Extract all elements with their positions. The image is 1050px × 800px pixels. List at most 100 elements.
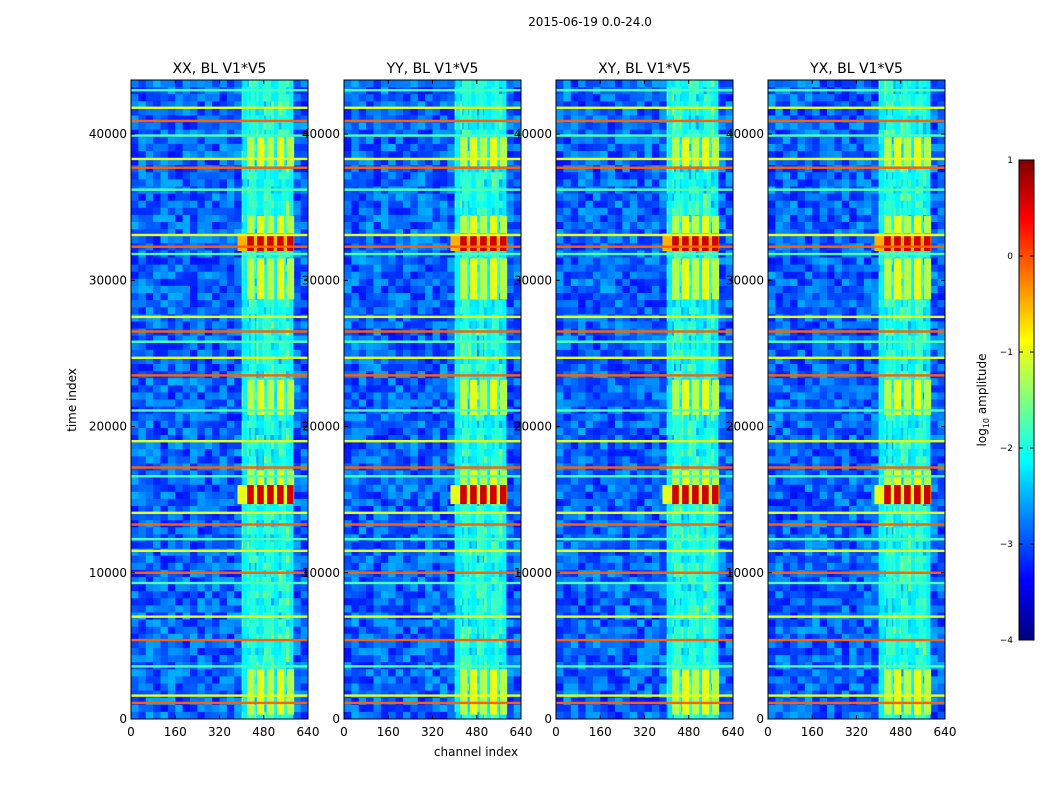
heatmap-cell [373,669,382,677]
heatmap-cell [403,598,411,606]
strong-block-cell [257,233,264,252]
heatmap-cell [131,293,139,301]
heatmap-cell [380,349,389,358]
heatmap-cell [358,385,367,393]
heatmap-cell [725,151,733,159]
heatmap-cell [410,151,419,159]
heatmap-cell [190,385,198,393]
flagged-row [344,252,521,256]
heatmap-cell [344,435,352,443]
heatmap-cell [637,179,645,187]
heatmap-cell [410,193,419,202]
heatmap-cell [425,200,433,209]
heatmap-cell [138,356,147,365]
heatmap-cell [131,151,139,159]
heatmap-cell [145,349,154,358]
heatmap-cell [219,179,228,187]
heatmap-cell [190,264,198,273]
heatmap-cell [219,427,228,436]
heatmap-cell [373,293,382,301]
heatmap-cell [513,683,521,692]
heatmap-cell [513,555,521,564]
heatmap-cell [358,584,367,592]
heatmap-cell [358,541,367,550]
flagged-row [131,409,308,412]
heatmap-cell [432,506,441,514]
heatmap-cell [380,506,389,514]
heatmap-cell [131,349,139,358]
heatmap-cell [131,648,139,656]
heatmap-cell [234,513,243,521]
heatmap-cell [417,115,426,124]
heatmap-cell [234,506,243,514]
heatmap-cell [432,101,441,109]
heatmap-cell [556,158,564,166]
heatmap-cell [344,683,352,692]
heatmap-cell [167,697,176,706]
heatmap-cell [293,605,302,613]
flagged-row [131,315,308,319]
heatmap-cell [513,236,521,244]
heatmap-cell [388,385,397,393]
heatmap-cell [570,122,579,131]
heatmap-cell [182,619,191,628]
heatmap-cell [167,122,176,131]
heatmap-cell [234,335,243,344]
amplitude-block [480,379,488,415]
heatmap-cell [167,626,176,635]
heatmap-cell [388,207,397,216]
heatmap-cell [190,165,198,173]
heatmap-cell [506,307,515,315]
heatmap-cell [718,122,727,131]
heatmap-cell [506,335,515,344]
amplitude-block [480,470,488,486]
heatmap-cell [651,200,660,209]
heatmap-cell [226,207,235,216]
heatmap-cell [425,711,433,719]
heatmap-cell [153,392,161,400]
heatmap-cell [131,165,139,173]
heatmap-cell [175,449,184,457]
heatmap-cell [145,591,154,599]
heatmap-cell [219,101,228,109]
heatmap-cell [366,342,374,351]
heatmap-cell [395,456,404,464]
heatmap-cell [506,619,515,628]
heatmap-cell [131,470,139,479]
heatmap-cell [145,307,154,315]
heatmap-cell [447,364,456,372]
heatmap-cell [403,200,411,209]
heatmap-cell [138,342,147,351]
heatmap-cell [388,115,397,124]
heatmap-cell [380,179,389,187]
heatmap-cell [432,527,441,535]
heatmap-cell [145,711,154,719]
heatmap-cell [300,236,308,244]
heatmap-cell [204,633,213,642]
heatmap-cell [380,491,389,500]
heatmap-cell [366,285,374,294]
heatmap-cell [432,136,441,145]
heatmap-cell [506,129,515,138]
heatmap-cell [447,704,456,713]
heatmap-cell [417,356,426,365]
heatmap-cell [395,222,404,230]
heatmap-cell [592,108,601,116]
heatmap-cell [395,278,404,287]
heatmap-cell [410,655,419,663]
heatmap-cell [425,676,433,684]
heatmap-cell [417,193,426,202]
heatmap-cell [447,335,456,344]
heatmap-cell [395,626,404,635]
heatmap-cell [637,151,645,159]
heatmap-cell [300,427,308,436]
heatmap-cell [219,392,228,400]
heatmap-cell [138,591,147,599]
heatmap-cell [138,548,147,557]
heatmap-cell [212,548,220,557]
heatmap-cell [190,541,198,550]
heatmap-cell [373,122,382,131]
heatmap-cell [380,697,389,706]
heatmap-cell [300,584,308,592]
x-tick-label: 0 [127,725,135,739]
